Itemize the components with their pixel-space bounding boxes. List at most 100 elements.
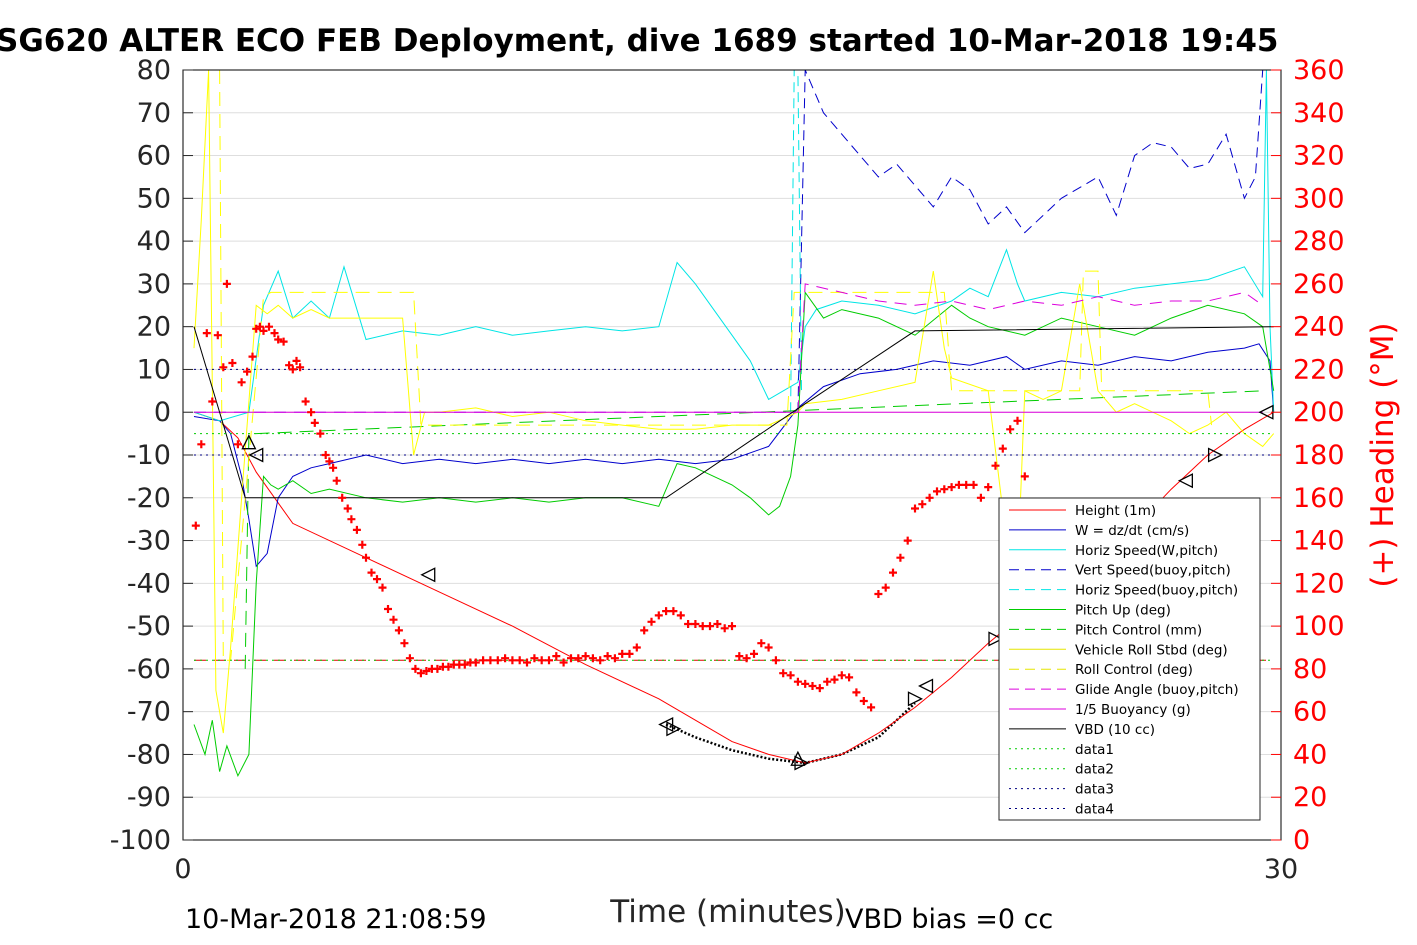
heading-point xyxy=(325,457,334,466)
heading-point xyxy=(537,656,546,665)
tick-label-right: 160 xyxy=(1293,483,1345,514)
heading-point xyxy=(757,639,766,648)
tick-label-left: -30 xyxy=(127,526,171,557)
heading-point xyxy=(867,703,876,712)
heading-point xyxy=(625,649,634,658)
heading-point xyxy=(347,515,356,524)
heading-point xyxy=(896,553,905,562)
legend-label: Vert Speed(buoy,pitch) xyxy=(1075,563,1231,579)
heading-point xyxy=(508,656,517,665)
legend: Height (1m) W = dz/dt (cm/s) Horiz Speed(W… xyxy=(998,497,1261,821)
series-line xyxy=(193,290,1275,778)
heading-point xyxy=(874,590,883,598)
triangle-marker xyxy=(794,755,810,771)
series-line xyxy=(797,283,1263,413)
tick-label-left: 70 xyxy=(137,98,171,129)
triangle-marker xyxy=(420,567,436,583)
heading-point xyxy=(405,654,414,663)
heading-point xyxy=(940,485,949,494)
tick-label-left: 20 xyxy=(137,312,171,343)
heading-point xyxy=(296,363,305,372)
tick-label-left: 10 xyxy=(137,354,171,385)
tick-label-x: 30 xyxy=(1264,854,1298,885)
heading-point xyxy=(400,639,409,648)
heading-point xyxy=(307,408,316,417)
triangle-marker xyxy=(907,691,923,707)
reference-line xyxy=(665,702,916,765)
legend-label: Roll Control (deg) xyxy=(1075,662,1193,678)
tick-label-right: 200 xyxy=(1293,397,1345,428)
heading-point xyxy=(728,622,736,631)
heading-point xyxy=(389,615,398,624)
heading-point xyxy=(852,688,861,697)
heading-point xyxy=(343,504,352,513)
tick-label-left: -60 xyxy=(127,654,171,685)
heading-point xyxy=(669,607,678,616)
heading-point xyxy=(962,480,971,489)
heading-point xyxy=(545,656,553,665)
legend-label: Horiz Speed(W,pitch) xyxy=(1075,543,1218,559)
heading-point xyxy=(530,654,539,663)
heading-point xyxy=(823,677,832,686)
heading-point xyxy=(815,684,824,693)
series-line xyxy=(193,69,1275,422)
tick-label-left: -100 xyxy=(110,825,171,856)
series-line xyxy=(193,326,1274,499)
heading-point xyxy=(422,667,431,675)
heading-point xyxy=(925,493,934,502)
x-axis-label: Time (minutes) xyxy=(609,894,845,930)
heading-point xyxy=(444,662,453,671)
heading-point xyxy=(676,611,685,620)
heading-point xyxy=(618,649,627,658)
heading-point xyxy=(321,451,330,459)
tick-label-left: -70 xyxy=(127,697,171,728)
legend-label: W = dz/dt (cm/s) xyxy=(1075,523,1189,539)
heading-point xyxy=(713,620,722,628)
legend-label: data1 xyxy=(1075,742,1114,758)
heading-point xyxy=(243,367,252,376)
heading-point xyxy=(416,669,425,678)
heading-point xyxy=(233,440,242,449)
heading-point xyxy=(279,337,288,346)
heading-point xyxy=(698,622,707,631)
legend-box xyxy=(998,497,1261,821)
series-line xyxy=(193,343,1275,568)
heading-point xyxy=(329,463,338,472)
tick-label-right: 20 xyxy=(1293,782,1327,813)
heading-point xyxy=(373,575,381,584)
series-line xyxy=(193,69,1275,734)
tick-label-left: -50 xyxy=(127,611,171,642)
heading-point xyxy=(771,656,780,665)
heading-point xyxy=(338,493,347,502)
heading-point xyxy=(523,658,531,667)
triangle-marker xyxy=(918,678,934,694)
tick-label-right: 300 xyxy=(1293,183,1345,214)
heading-point xyxy=(933,487,941,496)
tick-label-left: 30 xyxy=(137,269,171,300)
tick-label-right: 180 xyxy=(1293,440,1345,471)
heading-point xyxy=(786,671,795,680)
heading-point xyxy=(208,397,217,406)
heading-point xyxy=(881,583,890,592)
heading-point xyxy=(640,626,649,635)
heading-point xyxy=(662,607,671,616)
heading-point xyxy=(493,656,502,665)
heading-point xyxy=(991,461,1000,470)
heading-point xyxy=(479,656,488,665)
heading-point xyxy=(501,654,510,663)
heading-point xyxy=(969,480,978,489)
tick-label-right: 40 xyxy=(1293,739,1327,770)
series-line xyxy=(244,390,1263,669)
tick-label-left: -20 xyxy=(127,483,171,514)
heading-point xyxy=(285,361,294,370)
triangle-marker xyxy=(1207,447,1224,463)
tick-label-left: 60 xyxy=(137,141,171,172)
heading-point xyxy=(830,675,839,684)
heading-point xyxy=(984,483,993,492)
tick-label-left: 40 xyxy=(137,226,171,257)
tick-label-right: 260 xyxy=(1293,269,1345,300)
heading-point xyxy=(567,654,575,663)
heading-point xyxy=(411,664,420,673)
heading-point xyxy=(947,483,956,492)
series-line xyxy=(219,69,1212,661)
